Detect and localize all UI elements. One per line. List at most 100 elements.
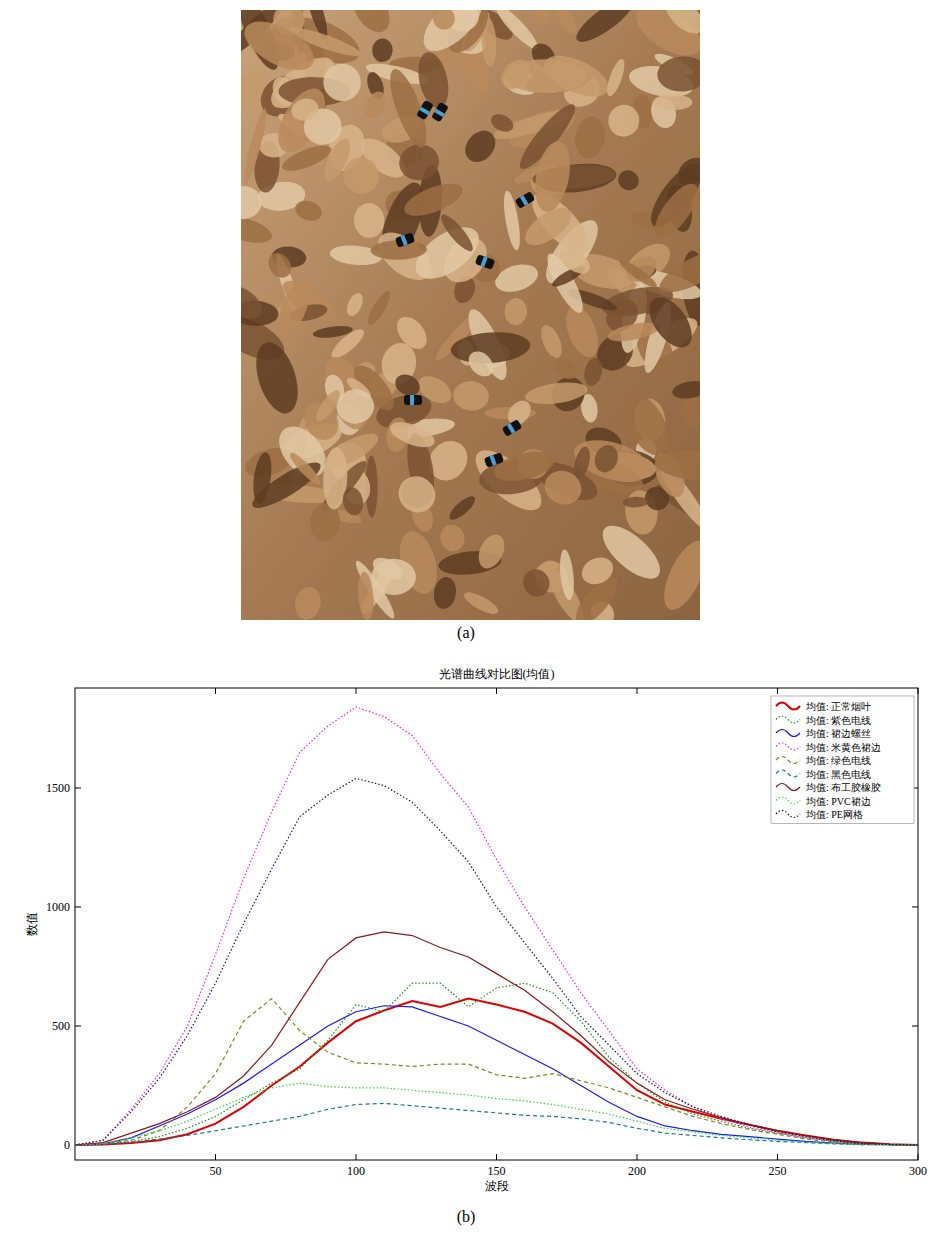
- leaf: [264, 249, 296, 282]
- leaf: [488, 111, 516, 136]
- leaf: [371, 559, 416, 595]
- foreign-object: [502, 419, 523, 437]
- legend-swatch: [776, 797, 800, 804]
- leaf: [551, 10, 581, 37]
- leaf: [391, 469, 442, 520]
- plot-frame: [75, 688, 918, 1160]
- y-tick: [75, 787, 81, 788]
- leaf: [413, 49, 453, 111]
- x-tick: [637, 688, 638, 694]
- leaf: [577, 552, 617, 589]
- x-tick-label: 150: [488, 1164, 506, 1178]
- leaf: [383, 65, 434, 151]
- x-tick: [777, 1154, 778, 1160]
- legend-label: 均值: 裙边螺丝: [805, 728, 871, 739]
- leaf: [459, 125, 501, 168]
- leaf: [653, 94, 692, 111]
- leaf: [659, 10, 700, 40]
- leaf: [287, 450, 324, 488]
- legend-swatch: [776, 743, 800, 750]
- leaf: [335, 388, 376, 426]
- leaf: [551, 355, 581, 383]
- leaf: [604, 57, 628, 98]
- series-line: [75, 1083, 918, 1145]
- leaf: [655, 535, 700, 616]
- legend-label: 均值: PVC裙边: [805, 796, 871, 807]
- y-tick: [75, 906, 81, 907]
- legend-label: 均值: 正常烟叶: [805, 701, 871, 712]
- leaf: [241, 107, 270, 185]
- x-tick: [356, 1154, 357, 1160]
- leaf: [452, 380, 490, 413]
- leaf: [360, 88, 389, 122]
- x-tick: [918, 688, 919, 694]
- leaf: [391, 311, 433, 355]
- legend-label: 均值: 黑色电线: [805, 769, 871, 780]
- leaf: [312, 387, 344, 424]
- leaf: [364, 288, 394, 327]
- leaf: [241, 11, 322, 80]
- leaf: [474, 530, 510, 572]
- leaf: [606, 102, 642, 139]
- leaf: [529, 10, 554, 28]
- foreign-object: [404, 395, 422, 405]
- leaf: [437, 211, 477, 255]
- series-line: [75, 1103, 918, 1145]
- leaf: [446, 493, 478, 524]
- y-tick-label: 1000: [46, 900, 70, 914]
- leaf: [518, 564, 554, 601]
- leaf: [519, 201, 577, 253]
- y-tick: [912, 1025, 918, 1026]
- figure: (a)光谱曲线对比图(均值)50100150200250300050010001…: [0, 0, 931, 1235]
- legend-swatch: [776, 703, 800, 710]
- leaf: [524, 379, 589, 407]
- y-axis-title: 数值: [25, 912, 39, 936]
- leaf: [623, 496, 649, 508]
- leaf: [271, 275, 316, 342]
- x-tick-label: 100: [347, 1164, 365, 1178]
- x-tick-label: 250: [769, 1164, 787, 1178]
- x-tick: [637, 1154, 638, 1160]
- leaf: [505, 59, 587, 93]
- x-tick-label: 50: [210, 1164, 222, 1178]
- caption: (a): [457, 624, 475, 642]
- x-tick: [215, 688, 216, 694]
- x-tick-label: 300: [909, 1164, 927, 1178]
- series-line: [75, 983, 918, 1145]
- leaf: [656, 55, 700, 93]
- chart-title: 光谱曲线对比图(均值): [439, 667, 555, 681]
- legend-swatch: [776, 730, 800, 737]
- leaf: [289, 95, 322, 124]
- x-tick-label: 200: [628, 1164, 646, 1178]
- leaf: [671, 379, 700, 401]
- leaf: [241, 66, 271, 112]
- leaf: [397, 141, 442, 183]
- leaf: [292, 584, 324, 620]
- legend-label: 均值: 紫色电线: [805, 715, 871, 726]
- leaf: [569, 432, 655, 490]
- series-line: [75, 999, 918, 1145]
- leaf: [317, 57, 367, 107]
- legend-swatch: [776, 784, 800, 791]
- x-tick: [918, 1154, 919, 1160]
- x-tick: [496, 688, 497, 694]
- y-tick-label: 500: [52, 1019, 70, 1033]
- leaf: [437, 522, 467, 554]
- legend-label: 均值: PE网格: [805, 809, 863, 820]
- legend-swatch: [776, 716, 800, 723]
- leaf: [339, 153, 383, 198]
- leaf: [654, 240, 700, 300]
- photo: [241, 10, 700, 620]
- leaf: [617, 257, 660, 291]
- legend-box: [771, 696, 914, 824]
- leaf: [387, 417, 438, 452]
- leaf: [571, 10, 640, 49]
- legend-swatch: [776, 757, 800, 764]
- series-line: [75, 778, 918, 1145]
- x-tick: [777, 688, 778, 694]
- leaf: [400, 177, 467, 222]
- leaf: [251, 451, 275, 504]
- leaf: [582, 356, 605, 388]
- foreign-object: [431, 102, 449, 123]
- x-tick: [356, 688, 357, 694]
